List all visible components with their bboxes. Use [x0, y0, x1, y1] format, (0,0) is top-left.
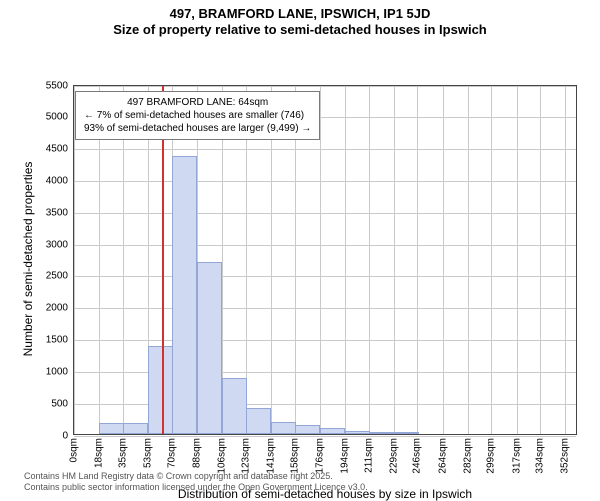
x-tick-label: 70sqm — [166, 434, 177, 468]
grid-line-v — [517, 86, 518, 434]
grid-line-v — [417, 86, 418, 434]
histogram-bar — [246, 408, 271, 433]
grid-line-v — [345, 86, 346, 434]
legend-smaller: ← 7% of semi-detached houses are smaller… — [84, 109, 311, 122]
grid-line-h — [74, 340, 576, 341]
x-tick-label: 352sqm — [560, 434, 571, 474]
footer: Contains HM Land Registry data © Crown c… — [0, 471, 600, 494]
x-tick-label: 53sqm — [142, 434, 153, 468]
x-tick-label: 176sqm — [314, 434, 325, 474]
x-tick-label: 264sqm — [437, 434, 448, 474]
y-tick-label: 5500 — [46, 80, 74, 91]
y-tick-label: 1500 — [46, 335, 74, 346]
grid-line-v — [540, 86, 541, 434]
histogram-bar — [271, 422, 296, 433]
x-tick-label: 18sqm — [94, 434, 105, 468]
histogram-bar — [394, 432, 419, 434]
chart-title: 497, BRAMFORD LANE, IPSWICH, IP1 5JD Siz… — [0, 0, 600, 39]
grid-line-v — [491, 86, 492, 434]
histogram-bar — [172, 156, 197, 433]
histogram-bar — [295, 425, 320, 433]
x-tick-label: 282sqm — [462, 434, 473, 474]
grid-line-v — [394, 86, 395, 434]
y-tick-label: 3500 — [46, 207, 74, 218]
grid-line-v — [468, 86, 469, 434]
legend-larger: 93% of semi-detached houses are larger (… — [84, 122, 311, 135]
legend-title: 497 BRAMFORD LANE: 64sqm — [84, 96, 311, 109]
title-line2: Size of property relative to semi-detach… — [0, 22, 600, 38]
y-tick-label: 500 — [51, 398, 74, 409]
title-line1: 497, BRAMFORD LANE, IPSWICH, IP1 5JD — [0, 6, 600, 22]
x-tick-label: 123sqm — [240, 434, 251, 474]
histogram-bar — [123, 423, 148, 433]
grid-line-v — [565, 86, 566, 434]
grid-line-h — [74, 245, 576, 246]
legend-box: 497 BRAMFORD LANE: 64sqm ← 7% of semi-de… — [75, 91, 320, 140]
x-tick-label: 211sqm — [363, 434, 374, 473]
x-tick-label: 88sqm — [191, 434, 202, 468]
histogram-bar — [222, 378, 247, 433]
y-tick-label: 3000 — [46, 239, 74, 250]
grid-line-h — [74, 86, 576, 87]
grid-line-h — [74, 308, 576, 309]
histogram-bar — [320, 428, 345, 433]
y-tick-label: 4500 — [46, 144, 74, 155]
histogram-bar — [99, 423, 124, 433]
x-tick-label: 158sqm — [289, 434, 300, 474]
x-tick-label: 106sqm — [216, 434, 227, 474]
x-tick-label: 317sqm — [511, 434, 522, 474]
x-tick-label: 194sqm — [339, 434, 350, 474]
y-tick-label: 1000 — [46, 366, 74, 377]
x-tick-label: 334sqm — [535, 434, 546, 474]
footer-line2: Contains public sector information licen… — [24, 482, 600, 494]
grid-line-h — [74, 149, 576, 150]
grid-line-h — [74, 276, 576, 277]
x-tick-label: 229sqm — [388, 434, 399, 474]
y-axis-label: Number of semi-detached properties — [21, 84, 35, 434]
histogram-bar — [345, 431, 370, 434]
y-tick-label: 2500 — [46, 271, 74, 282]
grid-line-h — [74, 213, 576, 214]
grid-line-v — [443, 86, 444, 434]
grid-line-v — [369, 86, 370, 434]
y-tick-label: 2000 — [46, 303, 74, 314]
histogram-bar — [197, 262, 222, 434]
grid-line-h — [74, 181, 576, 182]
y-tick-label: 4000 — [46, 175, 74, 186]
histogram-bar — [148, 346, 173, 434]
y-tick-label: 5000 — [46, 112, 74, 123]
x-tick-label: 35sqm — [117, 434, 128, 468]
footer-line1: Contains HM Land Registry data © Crown c… — [24, 471, 600, 483]
x-tick-label: 246sqm — [412, 434, 423, 474]
x-tick-label: 299sqm — [486, 434, 497, 474]
x-tick-label: 0sqm — [69, 434, 80, 462]
histogram-bar — [369, 432, 394, 434]
x-tick-label: 141sqm — [265, 434, 276, 474]
